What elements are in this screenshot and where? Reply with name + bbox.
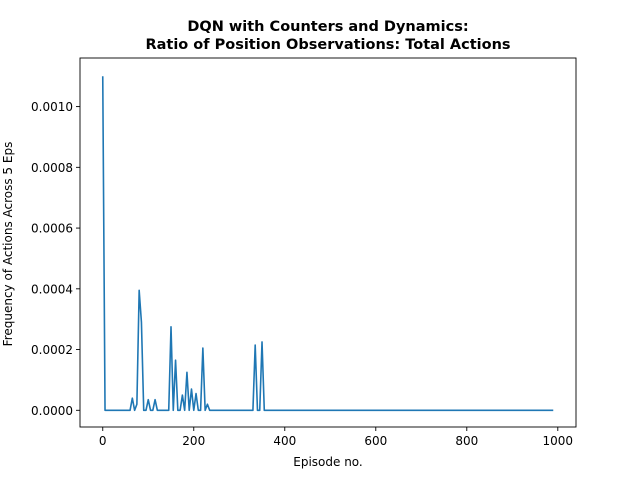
y-tick-label: 0.0010 xyxy=(31,100,73,114)
x-tick-label: 1000 xyxy=(543,434,574,448)
plot-area: 0 200 400 600 800 1000 0.0000 0.0002 0.0004 0.000… xyxy=(31,57,577,448)
x-tick-label: 400 xyxy=(273,434,296,448)
axes-frame xyxy=(79,57,577,428)
x-tick-label: 0 xyxy=(99,434,107,448)
y-tick-label: 0.0006 xyxy=(31,222,73,236)
y-tick-label: 0.0002 xyxy=(31,343,73,357)
chart-subtitle: Ratio of Position Observations: Total Ac… xyxy=(145,37,510,53)
y-tick-label: 0.0000 xyxy=(31,404,73,418)
y-axis-label: Frequency of Actions Across 5 Eps xyxy=(1,142,15,347)
y-tick-label: 0.0004 xyxy=(31,282,73,296)
series-line-0 xyxy=(101,76,554,412)
x-tick-label: 800 xyxy=(455,434,478,448)
x-tick-label: 600 xyxy=(364,434,387,448)
x-axis-label: Episode no. xyxy=(293,455,363,469)
x-tick-label: 200 xyxy=(182,434,205,448)
chart-title: DQN with Counters and Dynamics: xyxy=(187,19,468,35)
y-tick-label: 0.0008 xyxy=(31,161,73,175)
